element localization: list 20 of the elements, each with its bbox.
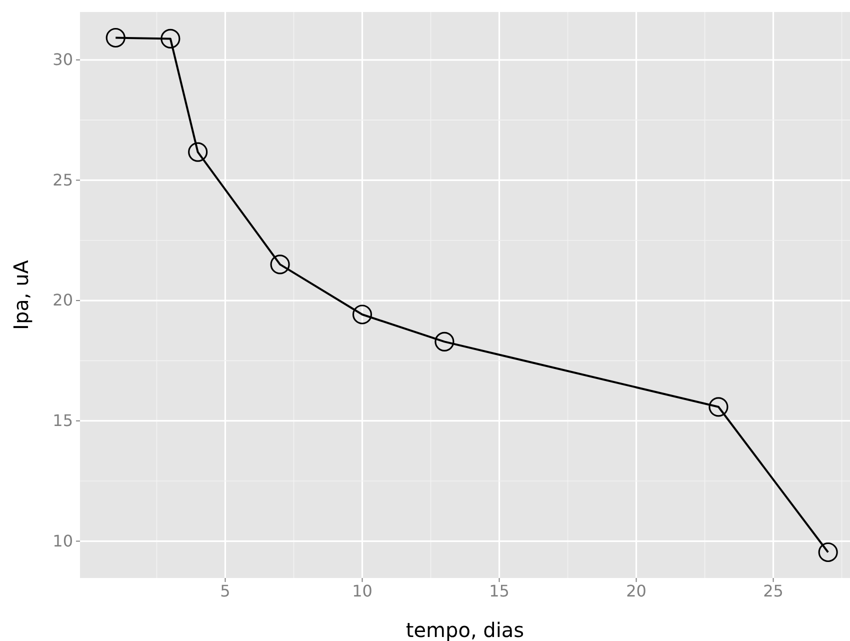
x-tick-label: 20 bbox=[626, 581, 646, 600]
point bbox=[106, 28, 126, 48]
y-axis-title: Ipa, uA bbox=[9, 260, 33, 330]
point bbox=[160, 28, 180, 49]
point bbox=[434, 332, 454, 352]
x-tick-label: 15 bbox=[489, 581, 510, 600]
point bbox=[818, 542, 838, 562]
y-tick-label: 10 bbox=[52, 531, 73, 550]
point bbox=[352, 304, 372, 324]
x-tick-label: 10 bbox=[352, 581, 372, 600]
point bbox=[708, 397, 728, 417]
point bbox=[270, 254, 290, 274]
y-tick-label: 25 bbox=[52, 170, 73, 190]
x-tick-label: 25 bbox=[763, 581, 784, 600]
x-axis-title: tempo, dias bbox=[406, 618, 524, 641]
y-tick-label: 30 bbox=[52, 50, 73, 70]
y-tick-label: 20 bbox=[52, 290, 73, 310]
y-tick-label: 15 bbox=[52, 410, 73, 430]
point bbox=[188, 142, 208, 162]
x-tick-label: 5 bbox=[220, 581, 230, 600]
